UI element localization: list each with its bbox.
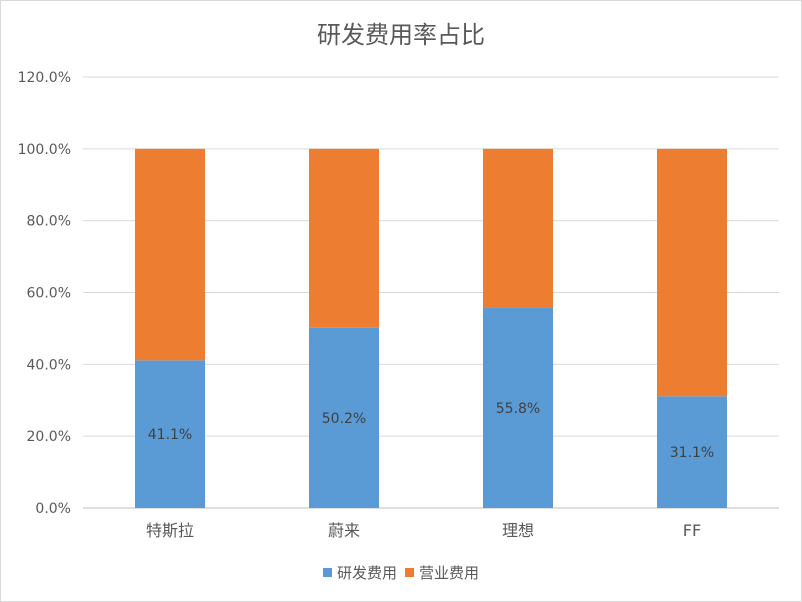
bar-operating: [135, 148, 205, 361]
data-label: 31.1%: [670, 445, 714, 461]
data-label: 55.8%: [496, 401, 540, 417]
legend-item-rd: 研发费用: [322, 562, 397, 583]
x-tick-label: 特斯拉: [146, 521, 194, 540]
legend-item-operating: 营业费用: [405, 562, 479, 583]
chart-title: 研发费用率占比: [317, 21, 485, 49]
legend-label-rd: 研发费用: [336, 564, 397, 582]
y-tick-label: 20.0%: [27, 429, 71, 445]
y-tick-label: 120.0%: [18, 70, 71, 86]
x-tick-label: 理想: [502, 521, 534, 540]
bar-rd: [135, 360, 205, 508]
legend-swatch-rd: [322, 568, 332, 577]
y-tick-label: 100.0%: [18, 142, 71, 158]
y-tick-label: 40.0%: [27, 357, 71, 373]
bar-rd: [483, 307, 553, 508]
bar-rd: [657, 396, 727, 508]
y-tick-label: 80.0%: [27, 214, 71, 230]
bar-operating: [657, 148, 727, 397]
data-label: 50.2%: [322, 411, 366, 427]
x-tick-label: 蔚来: [328, 521, 360, 540]
bar-operating: [309, 148, 379, 328]
x-tick-label: FF: [683, 521, 701, 540]
legend: 研发费用 营业费用: [1, 562, 801, 583]
y-tick-label: 60.0%: [27, 286, 71, 302]
legend-swatch-operating: [405, 568, 414, 577]
bar-rd: [309, 327, 379, 508]
legend-label-operating: 营业费用: [419, 564, 480, 582]
bar-operating: [483, 148, 553, 308]
data-label: 41.1%: [148, 427, 192, 443]
y-tick-label: 0.0%: [35, 501, 71, 517]
